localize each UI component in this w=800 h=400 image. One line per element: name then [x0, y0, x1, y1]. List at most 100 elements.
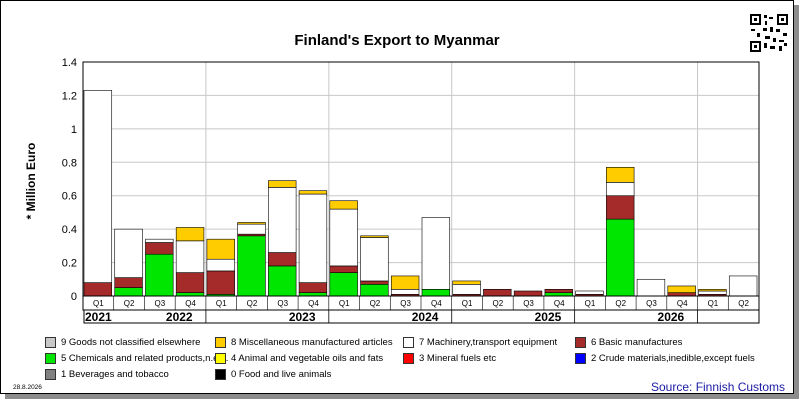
- x-tick-label: Q1: [708, 299, 719, 308]
- x-tick-label: Q1: [462, 299, 473, 308]
- legend-label: 4 Animal and vegetable oils and fats: [231, 353, 384, 364]
- bar-segment: [175, 292, 205, 297]
- x-tick-label: Q2: [124, 299, 135, 308]
- x-tick-label: Q2: [738, 299, 749, 308]
- legend-swatch: [575, 337, 586, 348]
- legend-swatch: [575, 353, 586, 364]
- x-tick-label: Q2: [247, 299, 258, 308]
- bar-segment: [114, 277, 143, 288]
- legend-label: 7 Machinery,transport equipment: [419, 337, 558, 348]
- bar-segment: [268, 180, 297, 188]
- year-label: 2022: [166, 310, 193, 324]
- x-tick-label: Q2: [615, 299, 626, 308]
- bar-segment: [452, 283, 481, 295]
- bar-segment: [114, 228, 143, 278]
- bar-segment: [513, 290, 543, 297]
- legend-swatch: [45, 353, 56, 364]
- bar-segment: [175, 272, 205, 293]
- bar-segment: [237, 235, 266, 297]
- x-tick-label: Q2: [492, 299, 503, 308]
- x-tick-label: Q1: [339, 299, 350, 308]
- legend-item: 5 Chemicals and related products,n.e.s.: [45, 353, 228, 364]
- date-stamp: 28.8.2026: [13, 384, 42, 391]
- legend-item: 2 Crude materials,inedible,except fuels: [575, 353, 755, 364]
- chart-frame: Finland's Export to Myanmar * Million Eu…: [0, 0, 794, 394]
- bar-segment: [636, 278, 666, 297]
- x-tick-label: Q3: [400, 299, 411, 308]
- bar-segment: [237, 222, 266, 225]
- year-label: 2026: [658, 310, 685, 324]
- bar-segment: [329, 208, 358, 267]
- year-label: 2021: [85, 310, 112, 324]
- legend-label: 9 Goods not classified elsewhere: [61, 337, 201, 348]
- x-tick-label: Q1: [585, 299, 596, 308]
- legend-item: 3 Mineral fuels etc: [403, 353, 496, 364]
- chart-plot: 0 0.2 0.4 0.6 0.8 1 1.2 1.4 Q1 Q2 Q3 Q4 Q1 Q2 Q3 Q4 Q1 Q2…: [62, 57, 760, 324]
- legend-item: 8 Miscellaneous manufactured articles: [215, 337, 393, 348]
- year-label: 2024: [412, 310, 439, 324]
- bar-segment: [698, 289, 727, 292]
- bar-segment: [360, 283, 389, 297]
- bar-segment: [544, 289, 573, 293]
- legend-swatch: [215, 337, 226, 348]
- legend-label: 1 Beverages and tobacco: [61, 369, 169, 380]
- bar-segment: [329, 272, 358, 297]
- bar-segment: [175, 240, 205, 273]
- y-tick-label: 0.8: [62, 157, 77, 169]
- year-axis-band: [83, 309, 760, 324]
- y-tick-label: 1.4: [62, 57, 77, 69]
- x-tick-label: Q4: [308, 299, 319, 308]
- x-tick-label: Q4: [185, 299, 196, 308]
- legend-item: 9 Goods not classified elsewhere: [45, 337, 200, 348]
- bar-segment: [114, 287, 143, 297]
- bar-segment: [268, 252, 297, 267]
- bar-segment: [606, 167, 635, 183]
- bar-segment: [206, 258, 235, 272]
- x-tick-label: Q4: [677, 299, 688, 308]
- year-label: 2023: [289, 310, 316, 324]
- legend-swatch: [403, 353, 414, 364]
- bar-segment: [421, 289, 451, 297]
- bar-segment: [421, 217, 451, 290]
- bar-segment: [145, 242, 174, 255]
- chart-title: Finland's Export to Myanmar: [294, 32, 500, 49]
- y-tick-label: 1: [71, 124, 77, 136]
- legend-item: 4 Animal and vegetable oils and fats: [215, 353, 383, 364]
- bar-segment: [544, 292, 573, 297]
- bar-segment: [606, 182, 635, 197]
- bar-segment: [728, 275, 758, 297]
- bar-segment: [390, 289, 420, 295]
- bar-segment: [667, 292, 696, 297]
- bar-segment: [206, 238, 235, 260]
- x-tick-label: Q3: [523, 299, 534, 308]
- x-tick-label: Q1: [216, 299, 227, 308]
- y-tick-label: 0: [71, 291, 77, 303]
- bar-segment: [360, 237, 389, 282]
- legend-label: 0 Food and live animals: [231, 369, 332, 380]
- year-label: 2025: [535, 310, 562, 324]
- bar-segment: [329, 200, 358, 210]
- source-note: Source: Finnish Customs: [651, 380, 786, 394]
- bar-segment: [483, 289, 512, 297]
- bar-segment: [298, 292, 328, 297]
- legend-item: 1 Beverages and tobacco: [45, 369, 169, 380]
- legend-swatch: [45, 369, 56, 380]
- legend-label: 3 Mineral fuels etc: [419, 353, 497, 364]
- x-tick-label: Q1: [93, 299, 104, 308]
- y-tick-label: 0.6: [62, 191, 77, 203]
- legend: 9 Goods not classified elsewhere 8 Miscel…: [45, 337, 765, 383]
- x-tick-label: Q4: [554, 299, 565, 308]
- legend-swatch: [45, 337, 56, 348]
- legend-item: 6 Basic manufactures: [575, 337, 682, 348]
- bar-segment: [298, 282, 328, 293]
- legend-item: 0 Food and live animals: [215, 369, 331, 380]
- bar-segment: [390, 275, 420, 290]
- x-tick-label: Q3: [154, 299, 165, 308]
- x-tick-label: Q3: [277, 299, 288, 308]
- bar-segment: [298, 193, 328, 283]
- y-tick-label: 1.2: [62, 90, 77, 102]
- legend-label: 8 Miscellaneous manufactured articles: [231, 337, 393, 348]
- x-tick-label: Q4: [431, 299, 442, 308]
- bar-segment: [360, 235, 389, 238]
- x-tick-label: Q3: [646, 299, 657, 308]
